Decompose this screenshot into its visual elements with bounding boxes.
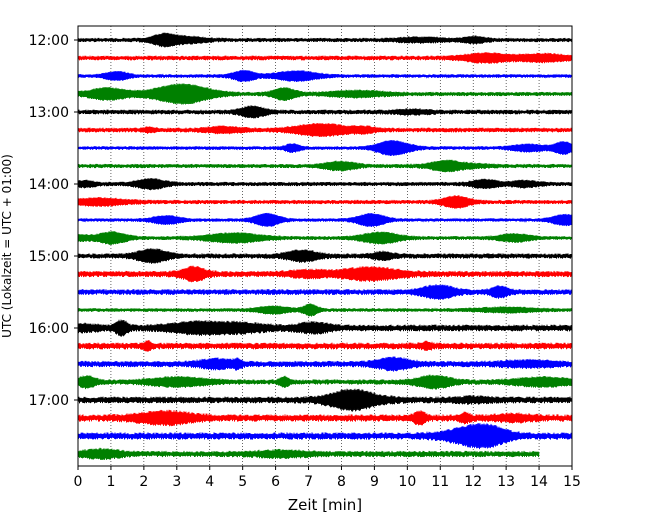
- trace-line: [77, 356, 573, 372]
- trace-line: [77, 339, 573, 352]
- y-tick-label: 15:00: [29, 249, 69, 265]
- x-tick-label: 11: [431, 474, 449, 490]
- trace-line: [77, 212, 573, 227]
- trace-line: [77, 159, 573, 173]
- trace-line: [77, 374, 573, 390]
- x-tick-label: 6: [271, 474, 280, 490]
- x-tick-label: 7: [304, 474, 313, 490]
- trace-line: [77, 422, 573, 450]
- x-tick-label: 3: [172, 474, 181, 490]
- plot-frame: [77, 25, 573, 467]
- trace-line: [77, 265, 573, 283]
- x-tick-label: 0: [74, 474, 83, 490]
- y-tick-label: 12:00: [29, 33, 69, 49]
- x-axis-ticks: 0 1 2 3 4 5 6 7 8 9 10 11 12 13 14 15: [74, 466, 581, 490]
- x-axis-label: Zeit [min]: [288, 496, 362, 514]
- x-tick-label: 13: [497, 474, 515, 490]
- trace-line: [77, 284, 573, 300]
- trace-line: [77, 69, 573, 83]
- x-tick-label: 5: [238, 474, 247, 490]
- y-axis-ticks: 12:00 13:00 14:00 15:00 16:00 17:00: [29, 33, 78, 409]
- trace-line: [77, 409, 573, 427]
- trace-line: [77, 248, 573, 264]
- trace-line: [77, 122, 573, 138]
- trace-line: [77, 319, 573, 337]
- x-tick-label: 12: [464, 474, 482, 490]
- x-tick-label: 14: [530, 474, 548, 490]
- trace-line: [77, 83, 573, 105]
- y-tick-label: 17:00: [29, 393, 69, 409]
- x-tick-label: 15: [563, 474, 581, 490]
- trace-line: [77, 105, 573, 119]
- trace-line: [77, 388, 573, 412]
- x-tick-label: 1: [106, 474, 115, 490]
- trace-line: [77, 32, 573, 48]
- x-tick-label: 8: [337, 474, 346, 490]
- x-tick-label: 2: [139, 474, 148, 490]
- trace-line: [77, 178, 573, 191]
- x-tick-label: 9: [370, 474, 379, 490]
- y-tick-label: 16:00: [29, 321, 69, 337]
- trace-line: [77, 140, 573, 157]
- trace-line: [77, 447, 540, 460]
- trace-line: [77, 303, 573, 317]
- trace-line: [77, 231, 573, 245]
- x-tick-label: 10: [398, 474, 416, 490]
- traces-group: [77, 32, 573, 460]
- trace-line: [77, 52, 573, 64]
- x-tick-label: 4: [205, 474, 214, 490]
- y-axis-label: UTC (Lokalzeit = UTC + 01:00): [0, 154, 14, 338]
- trace-line: [77, 195, 573, 209]
- y-tick-label: 13:00: [29, 105, 69, 121]
- y-tick-label: 14:00: [29, 177, 69, 193]
